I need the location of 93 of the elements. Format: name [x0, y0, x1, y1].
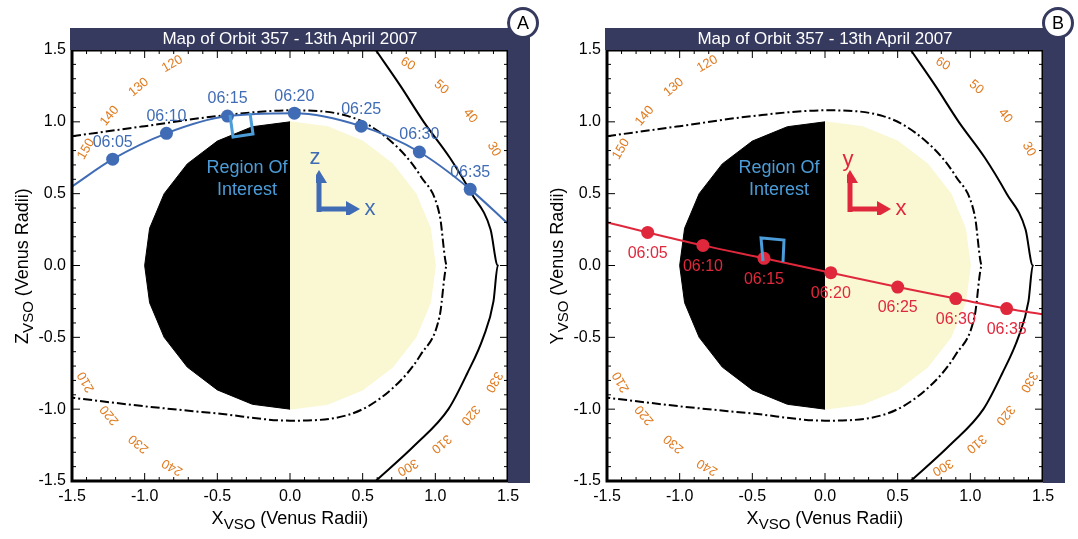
- annotation: 330: [1017, 369, 1042, 396]
- x-tick-label: 0.5: [351, 487, 374, 505]
- annotation: Region Of Interest: [737, 156, 821, 200]
- annotation: 06:25: [341, 99, 382, 117]
- y-tick-label: 0.5: [43, 184, 67, 202]
- annotation: 120: [693, 51, 720, 76]
- annotation: 210: [608, 369, 633, 396]
- annotation: 60: [933, 53, 954, 74]
- y-tick-label: 0.0: [578, 255, 602, 273]
- annotation: 330: [482, 369, 507, 396]
- y-tick-label: 0.0: [43, 255, 67, 273]
- x-tick-label: 0.5: [886, 487, 909, 505]
- annotation: 240: [158, 455, 185, 480]
- x-axis-title: X$_{VSO}$ (Venus Radii): [210, 508, 370, 532]
- annotation: 210: [73, 369, 98, 396]
- annotation: 230: [659, 431, 687, 458]
- x-tick-label: 1.5: [1031, 487, 1055, 505]
- annotation: 140: [631, 102, 657, 129]
- x-tick-label: -1.5: [593, 487, 621, 505]
- annotation: z: [308, 144, 322, 169]
- y-tick-label: -1.0: [573, 399, 602, 417]
- chart-title: Map of Orbit 357 - 13th April 2007: [161, 28, 419, 50]
- x-tick-label: 0.0: [813, 487, 837, 505]
- y-tick-label: 1.0: [578, 112, 602, 130]
- point: [106, 152, 120, 166]
- y-tick-label: 1.5: [43, 40, 67, 58]
- annotation: 220: [96, 402, 122, 429]
- chart-title: Map of Orbit 357 - 13th April 2007: [696, 28, 954, 50]
- annotation: 06:25: [877, 298, 918, 316]
- x-tick-label: -1.5: [58, 487, 86, 505]
- point: [824, 266, 838, 280]
- point: [1000, 302, 1014, 316]
- annotation: 06:15: [743, 269, 785, 287]
- annotation: 140: [96, 102, 122, 129]
- text: A: [507, 7, 539, 39]
- annotation: 240: [693, 455, 720, 480]
- x-tick-label: -1.0: [665, 487, 694, 505]
- annotation: 06:05: [92, 132, 133, 150]
- x-tick-label: 0.0: [278, 487, 302, 505]
- annotation: 230: [124, 431, 152, 458]
- annotation: 40: [995, 104, 1017, 126]
- annotation: 60: [398, 53, 419, 74]
- y-tick-label: -0.5: [573, 327, 602, 345]
- point: [354, 119, 368, 133]
- annotation: 310: [963, 431, 991, 458]
- annotation: 300: [930, 455, 957, 480]
- annotation: 40: [460, 104, 482, 126]
- annotation: 06:20: [274, 86, 315, 104]
- x-tick-label: -0.5: [738, 487, 767, 505]
- x-tick-label: -1.0: [130, 487, 159, 505]
- annotation: 130: [659, 73, 687, 100]
- annotation: 06:15: [207, 89, 248, 107]
- annotation: 06:30: [935, 309, 976, 327]
- annotation: x: [894, 195, 908, 220]
- y-tick-label: -1.5: [573, 471, 602, 489]
- x-axis-title: X$_{VSO}$ (Venus Radii): [745, 508, 905, 532]
- y-tick-label: -1.5: [38, 471, 67, 489]
- point: [891, 280, 905, 294]
- annotation: x: [363, 195, 377, 220]
- point: [696, 238, 710, 252]
- annotation: 06:10: [682, 256, 724, 274]
- point: [287, 106, 301, 120]
- text: B: [1042, 7, 1074, 39]
- y-tick-label: 0.5: [578, 184, 602, 202]
- point: [159, 126, 173, 140]
- x-tick-label: 1.0: [959, 487, 982, 505]
- x-tick-label: -0.5: [203, 487, 232, 505]
- y-tick-label: -1.0: [38, 399, 67, 417]
- annotation: 120: [158, 51, 185, 76]
- point: [949, 292, 963, 306]
- point: [641, 225, 655, 239]
- annotation: 310: [428, 431, 456, 458]
- annotation: 300: [395, 455, 422, 480]
- annotation: 320: [458, 402, 484, 429]
- annotation: Region Of Interest: [205, 156, 289, 200]
- point: [463, 182, 477, 196]
- annotation: 220: [631, 402, 657, 429]
- annotation: 50: [431, 76, 453, 97]
- annotation: 130: [124, 73, 152, 100]
- x-tick-label: 1.0: [424, 487, 447, 505]
- annotation: 150: [608, 135, 633, 162]
- y-tick-label: -0.5: [38, 327, 67, 345]
- annotation: 06:05: [627, 243, 668, 261]
- x-tick-label: 1.5: [496, 487, 520, 505]
- annotation: 320: [993, 402, 1019, 429]
- annotation: 30: [484, 138, 505, 159]
- annotation: 30: [1019, 138, 1040, 159]
- annotation: y: [841, 146, 855, 171]
- y-tick-label: 1.5: [578, 40, 602, 58]
- annotation: 50: [966, 76, 988, 97]
- y-tick-label: 1.0: [43, 112, 67, 130]
- point: [412, 145, 426, 159]
- annotation: 06:10: [146, 106, 187, 124]
